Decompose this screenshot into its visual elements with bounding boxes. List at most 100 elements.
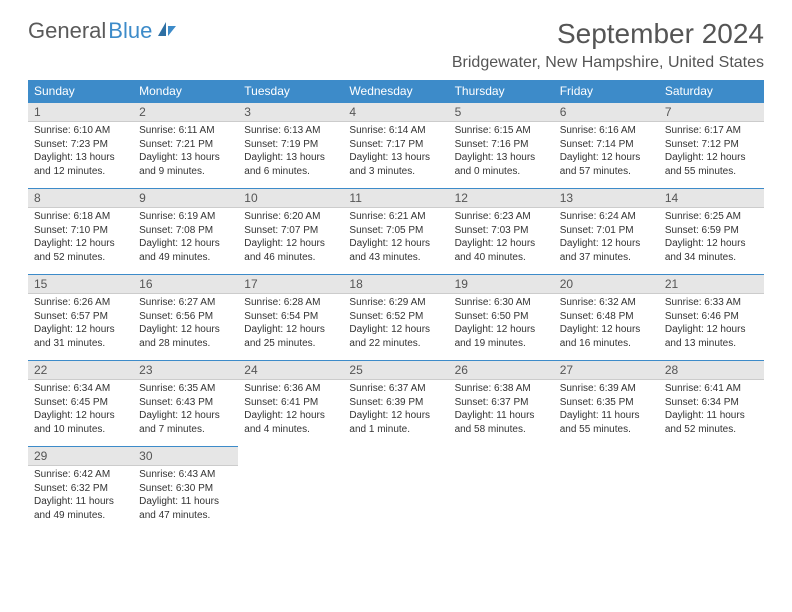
day-number: 6 <box>554 102 659 122</box>
detail-line: Sunrise: 6:36 AM <box>244 382 337 396</box>
detail-line: and 16 minutes. <box>560 337 653 351</box>
detail-line: and 13 minutes. <box>665 337 758 351</box>
detail-line: and 9 minutes. <box>139 165 232 179</box>
day-details: Sunrise: 6:43 AMSunset: 6:30 PMDaylight:… <box>133 466 238 526</box>
calendar-cell <box>659 446 764 532</box>
day-details: Sunrise: 6:24 AMSunset: 7:01 PMDaylight:… <box>554 208 659 268</box>
calendar-cell: 12Sunrise: 6:23 AMSunset: 7:03 PMDayligh… <box>449 188 554 274</box>
detail-line: Daylight: 12 hours <box>560 323 653 337</box>
empty-cell <box>554 446 659 532</box>
calendar-cell <box>449 446 554 532</box>
detail-line: and 49 minutes. <box>139 251 232 265</box>
detail-line: Sunrise: 6:17 AM <box>665 124 758 138</box>
calendar-cell: 29Sunrise: 6:42 AMSunset: 6:32 PMDayligh… <box>28 446 133 532</box>
detail-line: Sunset: 7:01 PM <box>560 224 653 238</box>
detail-line: Sunset: 7:19 PM <box>244 138 337 152</box>
calendar-cell: 16Sunrise: 6:27 AMSunset: 6:56 PMDayligh… <box>133 274 238 360</box>
day-number: 14 <box>659 188 764 208</box>
day-details: Sunrise: 6:13 AMSunset: 7:19 PMDaylight:… <box>238 122 343 182</box>
detail-line: Sunset: 6:41 PM <box>244 396 337 410</box>
calendar-cell: 17Sunrise: 6:28 AMSunset: 6:54 PMDayligh… <box>238 274 343 360</box>
day-details: Sunrise: 6:14 AMSunset: 7:17 PMDaylight:… <box>343 122 448 182</box>
detail-line: Sunrise: 6:10 AM <box>34 124 127 138</box>
calendar-cell: 8Sunrise: 6:18 AMSunset: 7:10 PMDaylight… <box>28 188 133 274</box>
day-number: 24 <box>238 360 343 380</box>
day-details: Sunrise: 6:16 AMSunset: 7:14 PMDaylight:… <box>554 122 659 182</box>
detail-line: and 49 minutes. <box>34 509 127 523</box>
detail-line: Sunset: 7:03 PM <box>455 224 548 238</box>
detail-line: Daylight: 11 hours <box>665 409 758 423</box>
empty-cell <box>659 446 764 532</box>
detail-line: Daylight: 12 hours <box>139 409 232 423</box>
day-details: Sunrise: 6:37 AMSunset: 6:39 PMDaylight:… <box>343 380 448 440</box>
calendar-week: 8Sunrise: 6:18 AMSunset: 7:10 PMDaylight… <box>28 188 764 274</box>
detail-line: and 0 minutes. <box>455 165 548 179</box>
detail-line: and 3 minutes. <box>349 165 442 179</box>
detail-line: and 6 minutes. <box>244 165 337 179</box>
detail-line: Sunrise: 6:16 AM <box>560 124 653 138</box>
calendar-cell: 14Sunrise: 6:25 AMSunset: 6:59 PMDayligh… <box>659 188 764 274</box>
day-details: Sunrise: 6:32 AMSunset: 6:48 PMDaylight:… <box>554 294 659 354</box>
detail-line: and 25 minutes. <box>244 337 337 351</box>
detail-line: and 4 minutes. <box>244 423 337 437</box>
detail-line: Sunrise: 6:38 AM <box>455 382 548 396</box>
day-number: 19 <box>449 274 554 294</box>
day-number: 10 <box>238 188 343 208</box>
calendar-grid: SundayMondayTuesdayWednesdayThursdayFrid… <box>28 80 764 532</box>
day-number: 9 <box>133 188 238 208</box>
calendar-cell: 23Sunrise: 6:35 AMSunset: 6:43 PMDayligh… <box>133 360 238 446</box>
detail-line: Sunset: 6:56 PM <box>139 310 232 324</box>
detail-line: Daylight: 12 hours <box>349 323 442 337</box>
calendar-cell: 1Sunrise: 6:10 AMSunset: 7:23 PMDaylight… <box>28 102 133 188</box>
detail-line: Sunrise: 6:41 AM <box>665 382 758 396</box>
detail-line: Daylight: 12 hours <box>455 323 548 337</box>
detail-line: Daylight: 13 hours <box>349 151 442 165</box>
day-number: 29 <box>28 446 133 466</box>
detail-line: Daylight: 12 hours <box>139 323 232 337</box>
empty-cell <box>449 446 554 532</box>
detail-line: Sunrise: 6:23 AM <box>455 210 548 224</box>
detail-line: Daylight: 13 hours <box>139 151 232 165</box>
sail-icon <box>156 18 178 44</box>
detail-line: Sunset: 7:17 PM <box>349 138 442 152</box>
detail-line: and 52 minutes. <box>34 251 127 265</box>
detail-line: Daylight: 12 hours <box>139 237 232 251</box>
detail-line: Daylight: 12 hours <box>244 237 337 251</box>
calendar-week: 1Sunrise: 6:10 AMSunset: 7:23 PMDaylight… <box>28 102 764 188</box>
detail-line: Sunrise: 6:28 AM <box>244 296 337 310</box>
detail-line: Sunrise: 6:11 AM <box>139 124 232 138</box>
calendar-cell: 6Sunrise: 6:16 AMSunset: 7:14 PMDaylight… <box>554 102 659 188</box>
calendar-page: GeneralBlue September 2024 Bridgewater, … <box>0 0 792 550</box>
calendar-week: 15Sunrise: 6:26 AMSunset: 6:57 PMDayligh… <box>28 274 764 360</box>
detail-line: Sunset: 6:52 PM <box>349 310 442 324</box>
detail-line: Daylight: 11 hours <box>139 495 232 509</box>
calendar-cell <box>238 446 343 532</box>
day-number: 25 <box>343 360 448 380</box>
logo-text-gray: General <box>28 18 106 44</box>
calendar-cell: 2Sunrise: 6:11 AMSunset: 7:21 PMDaylight… <box>133 102 238 188</box>
detail-line: Sunset: 6:34 PM <box>665 396 758 410</box>
detail-line: Sunset: 6:43 PM <box>139 396 232 410</box>
detail-line: and 57 minutes. <box>560 165 653 179</box>
day-header-row: SundayMondayTuesdayWednesdayThursdayFrid… <box>28 80 764 102</box>
detail-line: Sunrise: 6:32 AM <box>560 296 653 310</box>
day-number: 2 <box>133 102 238 122</box>
detail-line: Sunset: 6:50 PM <box>455 310 548 324</box>
detail-line: and 1 minute. <box>349 423 442 437</box>
detail-line: Sunrise: 6:29 AM <box>349 296 442 310</box>
day-details: Sunrise: 6:23 AMSunset: 7:03 PMDaylight:… <box>449 208 554 268</box>
calendar-cell: 26Sunrise: 6:38 AMSunset: 6:37 PMDayligh… <box>449 360 554 446</box>
detail-line: Daylight: 13 hours <box>455 151 548 165</box>
day-details: Sunrise: 6:39 AMSunset: 6:35 PMDaylight:… <box>554 380 659 440</box>
detail-line: Sunset: 6:32 PM <box>34 482 127 496</box>
calendar-cell: 22Sunrise: 6:34 AMSunset: 6:45 PMDayligh… <box>28 360 133 446</box>
detail-line: Sunset: 7:08 PM <box>139 224 232 238</box>
day-details: Sunrise: 6:26 AMSunset: 6:57 PMDaylight:… <box>28 294 133 354</box>
detail-line: and 10 minutes. <box>34 423 127 437</box>
detail-line: Sunrise: 6:24 AM <box>560 210 653 224</box>
empty-cell <box>238 446 343 532</box>
calendar-cell: 21Sunrise: 6:33 AMSunset: 6:46 PMDayligh… <box>659 274 764 360</box>
day-number: 21 <box>659 274 764 294</box>
detail-line: Daylight: 11 hours <box>560 409 653 423</box>
day-number: 27 <box>554 360 659 380</box>
